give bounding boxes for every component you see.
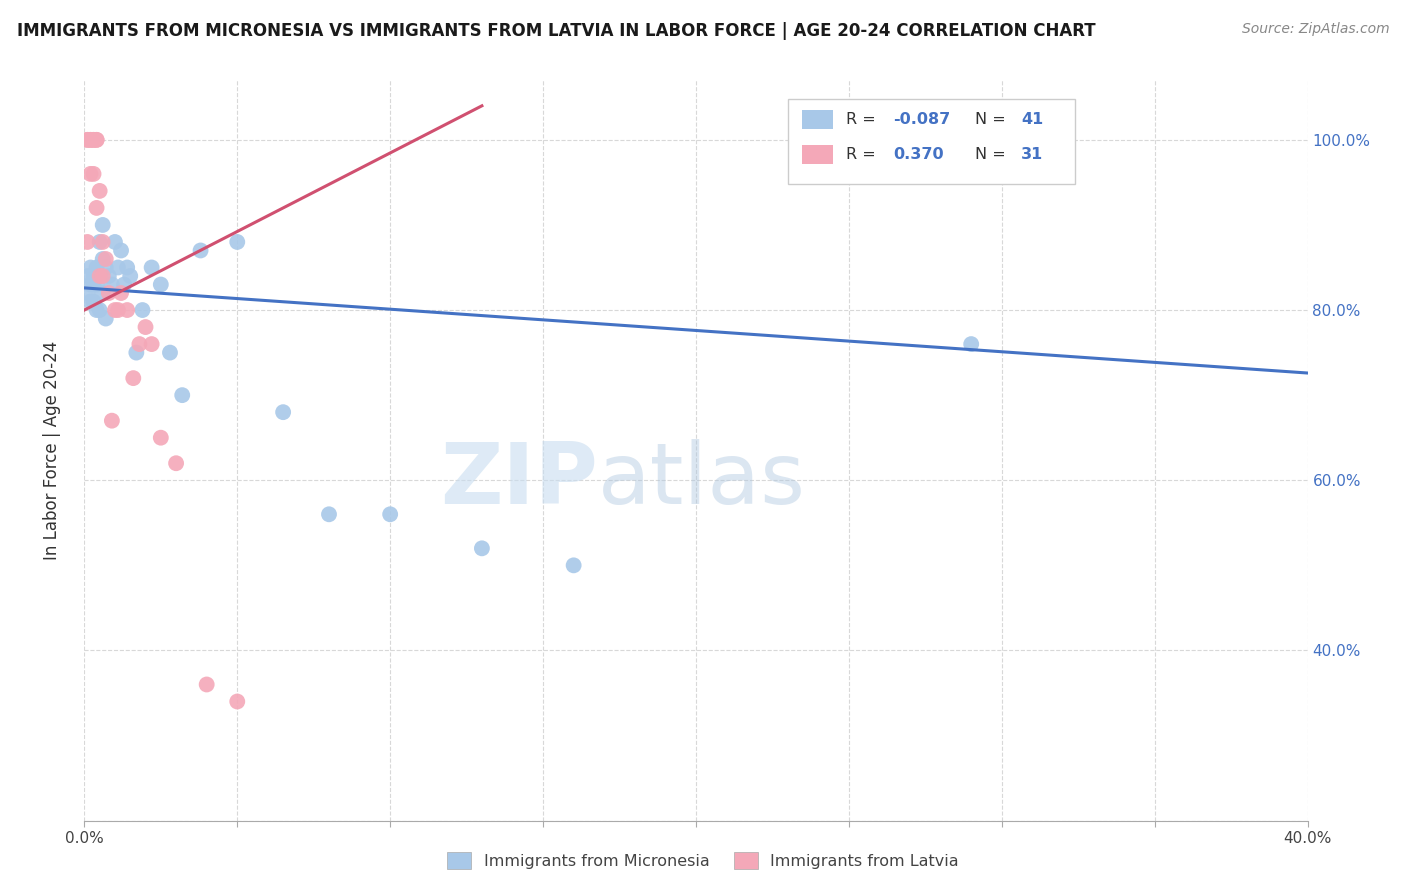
- Text: IMMIGRANTS FROM MICRONESIA VS IMMIGRANTS FROM LATVIA IN LABOR FORCE | AGE 20-24 : IMMIGRANTS FROM MICRONESIA VS IMMIGRANTS…: [17, 22, 1095, 40]
- Point: [91, 268, 114, 283]
- Point: [83, 133, 105, 147]
- Point: [159, 345, 181, 359]
- Point: [86, 260, 108, 275]
- Point: [86, 133, 108, 147]
- Point: [94, 260, 117, 275]
- Text: Source: ZipAtlas.com: Source: ZipAtlas.com: [1241, 22, 1389, 37]
- Point: [76, 235, 98, 249]
- Y-axis label: In Labor Force | Age 20-24: In Labor Force | Age 20-24: [42, 341, 60, 560]
- Point: [89, 268, 111, 283]
- Point: [89, 268, 111, 283]
- Point: [79, 260, 101, 275]
- Point: [226, 694, 249, 708]
- Point: [190, 244, 212, 258]
- Point: [79, 133, 101, 147]
- Point: [86, 133, 108, 147]
- Point: [149, 277, 172, 292]
- Text: -0.087: -0.087: [893, 112, 950, 127]
- Point: [380, 508, 402, 522]
- Text: 0.370: 0.370: [893, 147, 943, 161]
- Point: [135, 320, 157, 334]
- Point: [83, 277, 105, 292]
- Point: [76, 133, 98, 147]
- Point: [226, 235, 249, 249]
- FancyBboxPatch shape: [803, 145, 832, 163]
- Point: [76, 286, 98, 301]
- Point: [83, 133, 105, 147]
- Point: [79, 277, 101, 292]
- Point: [83, 294, 105, 309]
- Point: [83, 167, 105, 181]
- Text: R =: R =: [846, 112, 882, 127]
- Point: [76, 133, 98, 147]
- Point: [94, 252, 117, 266]
- Point: [86, 201, 108, 215]
- Point: [149, 431, 172, 445]
- Point: [91, 235, 114, 249]
- Point: [115, 260, 138, 275]
- Point: [89, 303, 111, 318]
- Point: [165, 456, 187, 470]
- Point: [110, 286, 132, 301]
- Point: [141, 260, 163, 275]
- Point: [122, 371, 145, 385]
- Point: [91, 286, 114, 301]
- Point: [79, 133, 101, 147]
- Point: [104, 235, 127, 249]
- Point: [104, 303, 127, 318]
- Point: [101, 414, 124, 428]
- Point: [101, 277, 124, 292]
- Point: [128, 337, 150, 351]
- Text: N =: N =: [974, 147, 1011, 161]
- Point: [131, 303, 153, 318]
- Point: [94, 311, 117, 326]
- Point: [562, 558, 585, 573]
- Point: [91, 218, 114, 232]
- Point: [112, 277, 135, 292]
- FancyBboxPatch shape: [803, 111, 832, 128]
- Point: [120, 268, 142, 283]
- Point: [141, 337, 163, 351]
- Point: [195, 677, 218, 691]
- Point: [89, 235, 111, 249]
- Point: [76, 268, 98, 283]
- Text: 31: 31: [1021, 147, 1043, 161]
- Point: [91, 252, 114, 266]
- FancyBboxPatch shape: [787, 99, 1076, 184]
- Text: ZIP: ZIP: [440, 439, 598, 522]
- Point: [97, 268, 120, 283]
- Point: [172, 388, 194, 402]
- Point: [97, 286, 120, 301]
- Point: [271, 405, 294, 419]
- Text: R =: R =: [846, 147, 882, 161]
- Point: [86, 303, 108, 318]
- Point: [107, 303, 129, 318]
- Point: [107, 260, 129, 275]
- Point: [471, 541, 494, 556]
- Point: [89, 184, 111, 198]
- Point: [79, 167, 101, 181]
- Point: [83, 268, 105, 283]
- Point: [125, 345, 148, 359]
- Text: atlas: atlas: [598, 439, 806, 522]
- Point: [79, 294, 101, 309]
- Legend: Immigrants from Micronesia, Immigrants from Latvia: Immigrants from Micronesia, Immigrants f…: [440, 846, 966, 875]
- Point: [110, 244, 132, 258]
- Point: [960, 337, 983, 351]
- Text: 41: 41: [1021, 112, 1043, 127]
- Point: [115, 303, 138, 318]
- Text: N =: N =: [974, 112, 1011, 127]
- Point: [318, 508, 340, 522]
- Point: [86, 277, 108, 292]
